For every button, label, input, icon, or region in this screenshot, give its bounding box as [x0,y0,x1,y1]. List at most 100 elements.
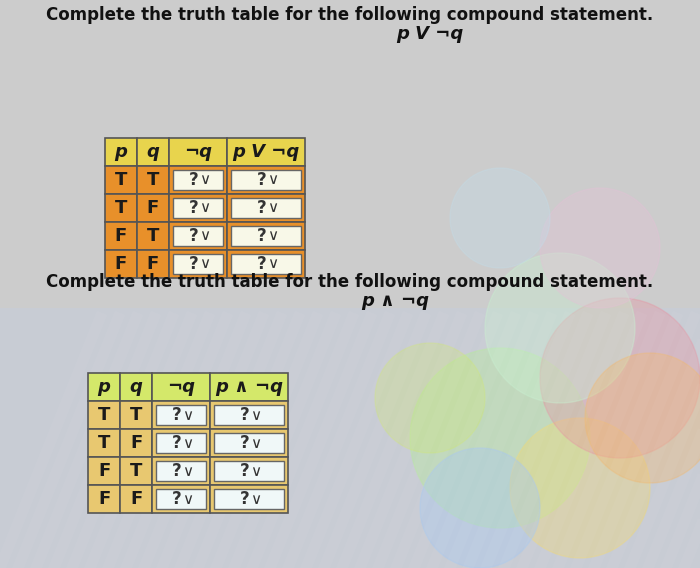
Text: T: T [98,406,110,424]
Text: F: F [98,490,110,508]
Text: ?: ? [189,227,199,245]
Bar [169,166,227,194]
Bar [169,222,227,250]
Text: T: T [130,462,142,480]
Text: p ∧ ¬q: p ∧ ¬q [361,292,429,310]
Text: p V ¬q: p V ¬q [232,143,300,161]
Bar [169,194,227,222]
Text: F: F [130,434,142,452]
Text: ?: ? [240,406,250,424]
Text: T: T [130,406,142,424]
Bar [152,485,210,513]
Bar [210,401,288,429]
Bar [105,194,137,222]
FancyBboxPatch shape [156,489,206,509]
Text: F: F [130,490,142,508]
Text: ¬q: ¬q [167,378,195,396]
Bar [0,0,700,308]
Text: ?: ? [240,462,250,480]
FancyBboxPatch shape [231,198,301,218]
Text: ?: ? [172,406,182,424]
Bar [137,166,169,194]
Text: ?: ? [172,490,182,508]
Bar [88,429,120,457]
Text: F: F [147,255,159,273]
Text: ∨: ∨ [183,491,194,507]
Text: ∨: ∨ [267,173,279,187]
Text: ?: ? [257,171,267,189]
Text: p ∧ ¬q: p ∧ ¬q [215,378,283,396]
Text: p V ¬q: p V ¬q [396,25,463,43]
Text: F: F [115,255,127,273]
Text: ∨: ∨ [251,491,262,507]
Bar [210,485,288,513]
Text: ∨: ∨ [183,463,194,478]
Circle shape [585,353,700,483]
Bar [137,194,169,222]
Text: ?: ? [172,434,182,452]
Text: ∨: ∨ [251,407,262,423]
Bar [169,138,227,166]
Bar [210,457,288,485]
Bar [227,166,305,194]
Text: ?: ? [257,255,267,273]
Text: q: q [130,378,142,396]
Circle shape [420,448,540,568]
Text: p: p [115,143,127,161]
Text: ∨: ∨ [251,436,262,450]
Text: F: F [115,227,127,245]
Text: T: T [147,227,159,245]
Text: F: F [98,462,110,480]
FancyBboxPatch shape [214,433,284,453]
Text: T: T [147,171,159,189]
Text: ∨: ∨ [199,173,211,187]
FancyBboxPatch shape [231,170,301,190]
Circle shape [540,188,660,308]
FancyBboxPatch shape [156,461,206,481]
FancyBboxPatch shape [214,461,284,481]
Text: q: q [146,143,160,161]
Bar [105,222,137,250]
Bar [152,373,210,401]
FancyBboxPatch shape [173,198,223,218]
Bar [105,138,137,166]
Bar [88,485,120,513]
Text: ?: ? [240,434,250,452]
Circle shape [450,168,550,268]
Text: ?: ? [257,227,267,245]
Bar [0,308,700,568]
Text: ∨: ∨ [251,463,262,478]
Bar [210,429,288,457]
FancyBboxPatch shape [231,254,301,274]
Text: ∨: ∨ [199,228,211,244]
Bar [120,401,152,429]
Text: ∨: ∨ [183,436,194,450]
Bar [137,138,169,166]
Text: ¬q: ¬q [184,143,212,161]
Bar [88,457,120,485]
Bar [227,250,305,278]
Text: ∨: ∨ [199,257,211,272]
Text: ?: ? [189,171,199,189]
Text: ?: ? [257,199,267,217]
Text: F: F [147,199,159,217]
Bar [88,401,120,429]
FancyBboxPatch shape [173,254,223,274]
Text: ∨: ∨ [199,201,211,215]
Bar [120,485,152,513]
Bar [137,222,169,250]
Text: Complete the truth table for the following compound statement.: Complete the truth table for the followi… [46,6,654,24]
FancyBboxPatch shape [214,489,284,509]
Text: ?: ? [189,255,199,273]
Circle shape [375,343,485,453]
Bar [227,138,305,166]
Circle shape [540,298,700,458]
FancyBboxPatch shape [231,226,301,246]
Text: ?: ? [189,199,199,217]
Bar [120,457,152,485]
Bar [88,373,120,401]
Bar [227,194,305,222]
Bar [105,166,137,194]
Bar [227,222,305,250]
Bar [169,250,227,278]
